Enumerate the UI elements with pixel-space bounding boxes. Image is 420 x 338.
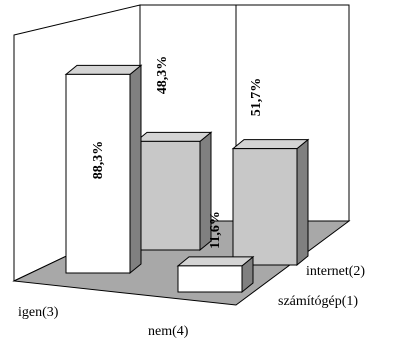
bar-igen-3-internet-2- bbox=[134, 131, 213, 252]
bar-top bbox=[134, 131, 213, 142]
bar-front bbox=[177, 265, 243, 293]
depth-label-szamitogep: számítógép(1) bbox=[278, 294, 358, 309]
data-label-nem-4-sz-m-t-g-p-1-: 11,6% bbox=[208, 211, 223, 249]
value-labels-group: 48,3% 51,7% 88,3% 11,6% bbox=[91, 56, 264, 249]
depth-label-internet: internet(2) bbox=[306, 264, 365, 279]
bar-igen-3-sz-m-t-g-p-1- bbox=[64, 64, 143, 275]
bar-nem-4-internet-2- bbox=[231, 138, 310, 267]
bar-front bbox=[65, 73, 131, 274]
bars-group bbox=[64, 64, 310, 294]
x-tick-label-nem: nem(4) bbox=[148, 324, 189, 338]
data-label-igen-3-internet-2-: 48,3% bbox=[155, 56, 170, 95]
bar-top bbox=[231, 139, 310, 150]
bar-side bbox=[129, 64, 142, 275]
x-tick-label-igen: igen(3) bbox=[18, 305, 59, 320]
data-label-nem-4-internet-2-: 51,7% bbox=[249, 78, 264, 117]
bar-top bbox=[176, 256, 255, 267]
bar-front bbox=[135, 140, 201, 251]
bar-front bbox=[232, 148, 298, 266]
bar-side bbox=[296, 138, 309, 267]
bar-top bbox=[64, 64, 143, 75]
bar-nem-4-sz-m-t-g-p-1- bbox=[176, 255, 255, 294]
data-label-igen-3-sz-m-t-g-p-1-: 88,3% bbox=[91, 141, 106, 180]
